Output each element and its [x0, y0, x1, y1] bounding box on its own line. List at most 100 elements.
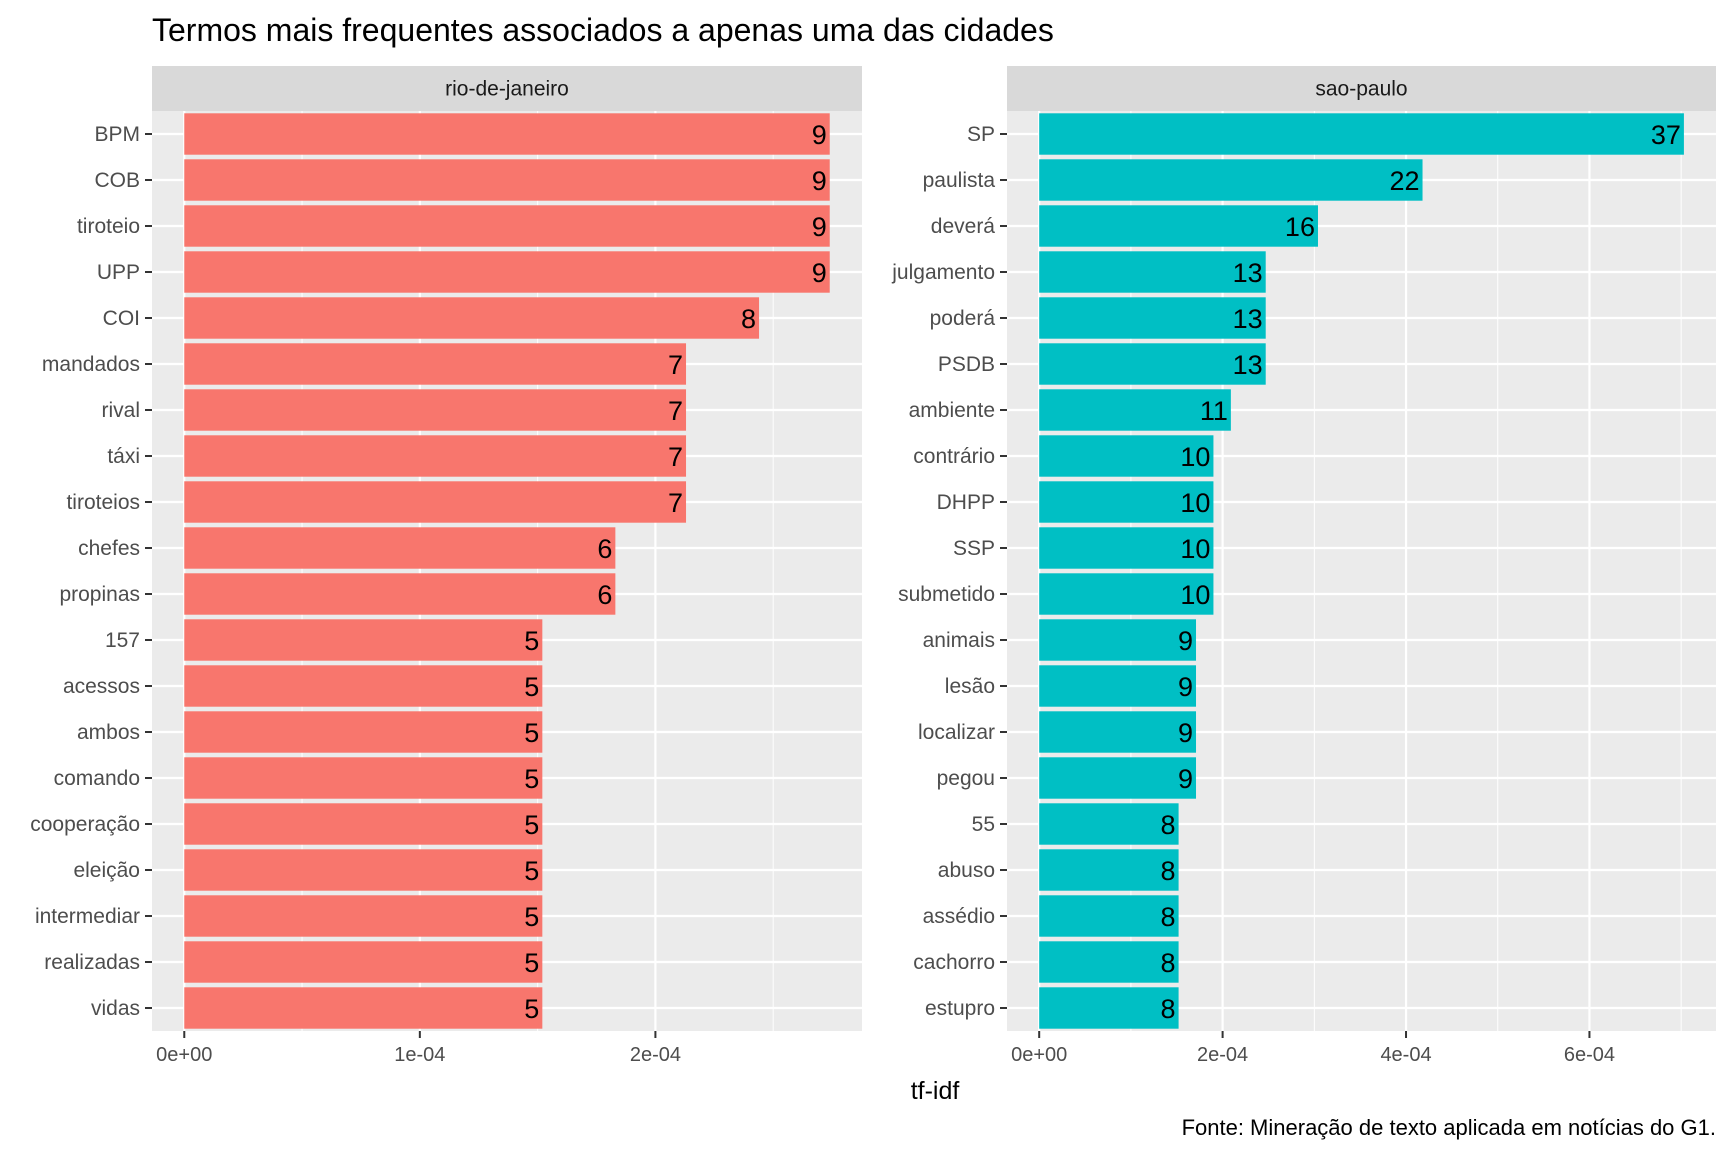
bar-value-label: 9 [1178, 718, 1193, 748]
bar-pegou [1039, 757, 1197, 799]
bar-ambos [184, 711, 543, 753]
bar-táxi [184, 435, 687, 477]
bar-BPM [184, 113, 830, 155]
facet-strip [1007, 66, 1716, 111]
x-axis-title: tf-idf [911, 1077, 960, 1105]
bar-value-label: 10 [1180, 488, 1210, 518]
bar-value-label: 8 [1161, 948, 1176, 978]
x-tick-label: 2e-04 [630, 1044, 681, 1066]
y-tick-label: 55 [972, 813, 995, 836]
bar-comando [184, 757, 543, 799]
bar-value-label: 16 [1285, 212, 1315, 242]
y-tick-label: contrário [913, 445, 995, 468]
y-tick-label: abuso [938, 859, 995, 882]
bar-value-label: 10 [1180, 580, 1210, 610]
bar-SSP [1039, 527, 1214, 569]
y-tick-label: acessos [63, 675, 140, 698]
y-tick-label: cooperação [30, 813, 140, 836]
bar-value-label: 7 [668, 350, 683, 380]
x-tick-label: 4e-04 [1380, 1044, 1431, 1066]
y-tick-label: propinas [59, 583, 140, 606]
bar-value-label: 9 [1178, 672, 1193, 702]
y-tick-label: animais [923, 629, 995, 652]
y-tick-label: tiroteio [77, 215, 140, 238]
y-tick-label: intermediar [35, 905, 140, 928]
y-tick-label: pegou [937, 767, 995, 790]
bar-cachorro [1039, 941, 1179, 983]
bar-acessos [184, 665, 543, 707]
bar-value-label: 5 [524, 626, 539, 656]
bar-paulista [1039, 159, 1423, 201]
facet-strip-label: rio-de-janeiro [445, 78, 569, 101]
y-tick-label: PSDB [938, 353, 995, 376]
y-tick-label: UPP [97, 261, 140, 284]
bar-value-label: 22 [1389, 166, 1419, 196]
facet-strip-label: sao-paulo [1315, 78, 1407, 101]
bar-deverá [1039, 205, 1318, 247]
y-tick-label: COB [94, 169, 140, 192]
bar-SP [1039, 113, 1684, 155]
bar-mandados [184, 343, 687, 385]
bar-value-label: 5 [524, 764, 539, 794]
bar-value-label: 5 [524, 672, 539, 702]
x-tick-label: 6e-04 [1564, 1044, 1615, 1066]
y-tick-label: lesão [945, 675, 995, 698]
bar-contrário [1039, 435, 1214, 477]
y-tick-label: cachorro [913, 951, 995, 974]
bar-value-label: 7 [668, 488, 683, 518]
bar-localizar [1039, 711, 1197, 753]
bar-value-label: 7 [668, 442, 683, 472]
bar-value-label: 7 [668, 396, 683, 426]
bar-value-label: 13 [1233, 304, 1263, 334]
y-tick-label: ambiente [909, 399, 995, 422]
bar-animais [1039, 619, 1197, 661]
bar-abuso [1039, 849, 1179, 891]
bar-value-label: 8 [1161, 902, 1176, 932]
facet-panel-rio-de-janeiro: 9 9 9 9 8 7 7 7 7 6 6 5 5 5 5 5 5 5 5 5 BPM COB tiroteio UPP COI… [30, 66, 862, 1066]
y-tick-label: localizar [918, 721, 995, 744]
bar-lesão [1039, 665, 1197, 707]
bar-COI [184, 297, 760, 339]
y-tick-label: eleição [73, 859, 140, 882]
bar-PSDB [1039, 343, 1266, 385]
y-tick-label: BPM [94, 123, 140, 146]
bar-tiroteio [184, 205, 830, 247]
bar-157 [184, 619, 543, 661]
bar-vidas [184, 987, 543, 1029]
bar-value-label: 6 [597, 580, 612, 610]
bar-cooperação [184, 803, 543, 845]
y-tick-label: paulista [923, 169, 996, 192]
bar-value-label: 5 [524, 994, 539, 1024]
y-tick-label: COI [103, 307, 140, 330]
bar-value-label: 8 [1161, 856, 1176, 886]
y-tick-label: comando [54, 767, 140, 790]
bar-estupro [1039, 987, 1179, 1029]
y-tick-label: submetido [898, 583, 995, 606]
bar-value-label: 9 [812, 166, 827, 196]
bar-value-label: 9 [1178, 764, 1193, 794]
x-tick-label: 1e-04 [394, 1044, 445, 1066]
y-tick-label: vidas [91, 997, 140, 1020]
chart-title: Termos mais frequentes associados a apen… [152, 12, 1054, 48]
bar-DHPP [1039, 481, 1214, 523]
bar-value-label: 8 [741, 304, 756, 334]
bar-submetido [1039, 573, 1214, 615]
bar-value-label: 8 [1161, 994, 1176, 1024]
y-tick-label: julgamento [891, 261, 995, 284]
y-tick-label: assédio [923, 905, 995, 928]
y-tick-label: estupro [925, 997, 995, 1020]
y-tick-label: realizadas [44, 951, 140, 974]
y-tick-label: SP [967, 123, 995, 146]
bar-propinas [184, 573, 616, 615]
y-tick-label: táxi [107, 445, 140, 468]
facet-panel-sao-paulo: 3722161313131110101010999988888SPpaulist… [891, 66, 1716, 1066]
bar-tiroteios [184, 481, 687, 523]
bar-value-label: 5 [524, 718, 539, 748]
y-tick-label: tiroteios [66, 491, 140, 514]
bar-value-label: 5 [524, 902, 539, 932]
bar-julgamento [1039, 251, 1266, 293]
bar-value-label: 37 [1651, 120, 1681, 150]
bar-value-label: 10 [1180, 534, 1210, 564]
bar-value-label: 9 [812, 120, 827, 150]
